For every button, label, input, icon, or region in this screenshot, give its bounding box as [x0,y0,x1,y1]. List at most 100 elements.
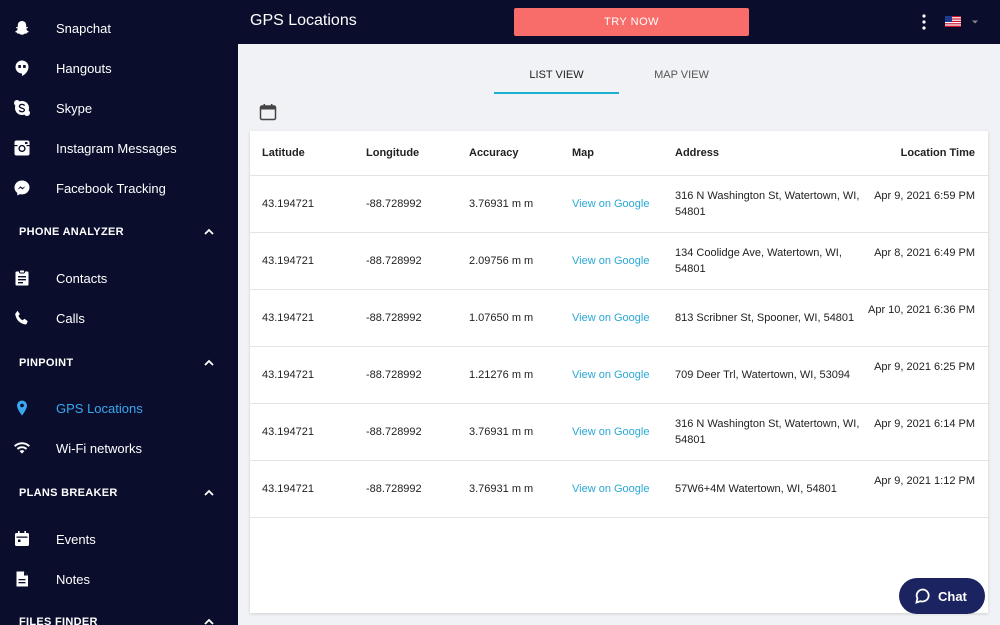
notes-icon [13,570,31,588]
section-title: PHONE ANALYZER [19,226,124,238]
longitude-cell: -88.728992 [366,426,422,438]
us-flag-icon[interactable] [945,16,961,27]
tab-list-view[interactable]: LIST VIEW [494,60,619,94]
tab-map-view[interactable]: MAP VIEW [654,69,709,81]
location-time-cell: Apr 9, 2021 6:59 PM [874,190,975,202]
table-header: Latitude Longitude Accuracy Map Address … [250,131,988,176]
latitude-cell: 43.194721 [262,198,314,210]
section-plans-breaker[interactable]: PLANS BREAKER [0,475,238,511]
view-on-google-link[interactable]: View on Google [572,255,650,267]
view-on-google-link[interactable]: View on Google [572,483,650,495]
calendar-icon [13,530,31,548]
location-time-cell: Apr 8, 2021 6:49 PM [874,247,975,259]
table-row: 43.194721 -88.728992 3.76931 m m View on… [250,176,988,233]
gps-locations-table: Latitude Longitude Accuracy Map Address … [250,131,988,613]
accuracy-cell: 3.76931 m m [469,198,534,210]
column-header-latitude[interactable]: Latitude [262,147,305,159]
latitude-cell: 43.194721 [262,312,314,324]
kebab-menu-icon[interactable] [920,13,928,31]
sidebar-item-label: Wi-Fi networks [56,440,142,456]
calendar-icon[interactable] [259,103,277,121]
longitude-cell: -88.728992 [366,255,422,267]
chat-button[interactable]: Chat [899,578,985,614]
snapchat-icon [13,19,31,37]
location-time-cell: Apr 10, 2021 6:36 PM [867,304,975,316]
view-on-google-link[interactable]: View on Google [572,312,650,324]
wifi-icon [13,439,31,457]
sidebar-item-label: Instagram Messages [56,140,177,156]
table-row: 43.194721 -88.728992 3.76931 m m View on… [250,404,988,461]
chevron-up-icon [204,359,214,366]
accuracy-cell: 3.76931 m m [469,483,534,495]
table-row: 43.194721 -88.728992 2.09756 m m View on… [250,233,988,290]
sidebar-item-snapchat[interactable]: Snapchat [0,8,238,48]
section-pinpoint[interactable]: PINPOINT [0,345,238,381]
sidebar-item-label: Notes [56,571,90,587]
sidebar-item-label: Facebook Tracking [56,180,166,196]
sidebar-item-label: Skype [56,100,93,116]
sidebar-item-facebook[interactable]: Facebook Tracking [0,168,238,208]
sidebar-item-label: Hangouts [56,60,112,76]
skype-icon [13,99,31,117]
sidebar-item-instagram[interactable]: Instagram Messages [0,128,238,168]
table-row: 43.194721 -88.728992 1.07650 m m View on… [250,290,988,347]
address-cell: 57W6+4M Watertown, WI, 54801 [675,483,837,495]
sidebar-item-label: Events [56,531,96,547]
location-time-cell: Apr 9, 2021 1:12 PM [874,475,975,487]
sidebar-item-label: Calls [56,310,85,326]
longitude-cell: -88.728992 [366,369,422,381]
view-tabs: LIST VIEW MAP VIEW [494,60,744,94]
contacts-icon [13,269,31,287]
accuracy-cell: 1.21276 m m [469,369,534,381]
column-header-location-time[interactable]: Location Time [900,147,975,159]
address-cell: 709 Deer Trl, Watertown, WI, 53094 [675,369,851,381]
sidebar: Snapchat Hangouts Skype Instagram Messag… [0,0,238,625]
sidebar-item-hangouts[interactable]: Hangouts [0,48,238,88]
page-title: GPS Locations [250,12,357,29]
column-header-accuracy[interactable]: Accuracy [469,147,519,159]
address-cell: 134 Coolidge Ave, Watertown, WI, 54801 [675,247,842,275]
sidebar-item-gps-locations[interactable]: GPS Locations [0,388,238,428]
address-cell: 316 N Washington St, Watertown, WI, 5480… [675,190,860,218]
section-files-finder[interactable]: FILES FINDER [0,604,238,625]
accuracy-cell: 1.07650 m m [469,312,534,324]
column-header-longitude[interactable]: Longitude [366,147,420,159]
chevron-down-icon[interactable] [971,19,979,25]
instagram-icon [13,139,31,157]
view-on-google-link[interactable]: View on Google [572,369,650,381]
chat-bubble-icon [915,588,930,604]
sidebar-item-contacts[interactable]: Contacts [0,258,238,298]
section-title: PLANS BREAKER [19,487,118,499]
top-header: GPS Locations TRY NOW [238,0,1000,44]
latitude-cell: 43.194721 [262,369,314,381]
column-header-map[interactable]: Map [572,147,594,159]
hangouts-icon [13,59,31,77]
try-now-button[interactable]: TRY NOW [514,8,749,36]
sidebar-item-notes[interactable]: Notes [0,559,238,599]
column-header-address[interactable]: Address [675,147,720,159]
longitude-cell: -88.728992 [366,483,422,495]
latitude-cell: 43.194721 [262,255,314,267]
sidebar-item-wifi[interactable]: Wi-Fi networks [0,428,238,468]
sidebar-item-events[interactable]: Events [0,519,238,559]
section-title: FILES FINDER [19,616,98,625]
phone-icon [13,309,31,327]
latitude-cell: 43.194721 [262,483,314,495]
location-pin-icon [13,399,31,417]
sidebar-item-label: Snapchat [56,20,111,36]
sidebar-item-calls[interactable]: Calls [0,298,238,338]
sidebar-item-label: Contacts [56,270,108,286]
table-row: 43.194721 -88.728992 3.76931 m m View on… [250,461,988,518]
view-on-google-link[interactable]: View on Google [572,426,650,438]
chevron-up-icon [204,228,214,235]
location-time-cell: Apr 9, 2021 6:14 PM [874,418,975,430]
accuracy-cell: 2.09756 m m [469,255,534,267]
view-on-google-link[interactable]: View on Google [572,198,650,210]
chevron-up-icon [204,489,214,496]
longitude-cell: -88.728992 [366,312,422,324]
chevron-up-icon [204,618,214,625]
sidebar-item-skype[interactable]: Skype [0,88,238,128]
latitude-cell: 43.194721 [262,426,314,438]
section-phone-analyzer[interactable]: PHONE ANALYZER [0,214,238,250]
address-cell: 813 Scribner St, Spooner, WI, 54801 [675,312,855,324]
